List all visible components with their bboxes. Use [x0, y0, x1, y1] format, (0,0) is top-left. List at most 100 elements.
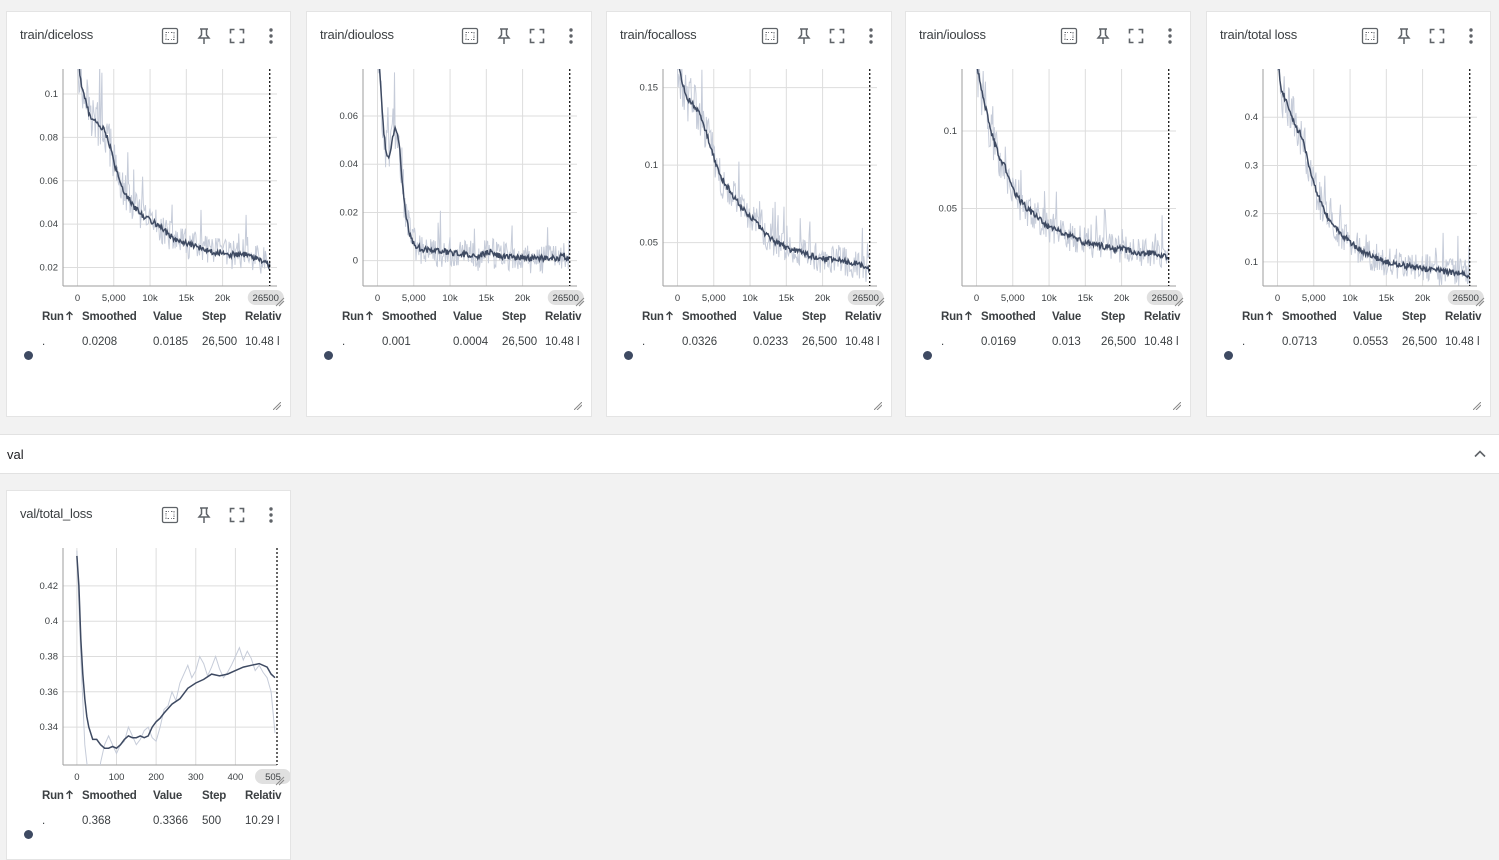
column-header-relative[interactable]: Relativ [245, 311, 282, 323]
line-chart[interactable]: 0.05 0.1 0 5,000 10k 15k 20k 26500 [906, 52, 1186, 312]
card-title: val/total_loss [20, 506, 93, 521]
column-header-smoothed[interactable]: Smoothed [82, 790, 137, 802]
fit-domain-icon[interactable] [1359, 25, 1381, 47]
run-color-dot[interactable] [923, 351, 932, 360]
chart-resize-handle-icon[interactable] [875, 297, 885, 307]
run-color-dot[interactable] [1224, 351, 1233, 360]
more-vert-icon[interactable] [860, 25, 882, 47]
column-header-run[interactable]: Run [342, 311, 364, 323]
column-header-value[interactable]: Value [153, 790, 183, 802]
scalar-card: train/diouloss 0 0.02 0.04 0.06 0 5,000 10k 15k 2… [306, 11, 592, 417]
fullscreen-icon[interactable] [526, 25, 548, 47]
column-header-smoothed[interactable]: Smoothed [82, 311, 137, 323]
more-vert-icon[interactable] [1460, 25, 1482, 47]
section-header-val[interactable]: val [0, 434, 1499, 474]
column-header-step[interactable]: Step [1402, 311, 1427, 323]
pin-icon[interactable] [193, 25, 215, 47]
x-tick-label: 10k [142, 293, 158, 304]
step-cursor-label: 26500 [853, 293, 879, 304]
column-header-relative[interactable]: Relativ [245, 790, 282, 802]
more-vert-icon[interactable] [1159, 25, 1181, 47]
column-header-run[interactable]: Run [642, 311, 664, 323]
run-color-dot[interactable] [24, 351, 33, 360]
pin-icon[interactable] [193, 504, 215, 526]
card-resize-handle-icon[interactable] [272, 397, 282, 411]
line-chart[interactable]: 0 0.02 0.04 0.06 0 5,000 10k 15k 20k 26500 [307, 52, 587, 312]
column-header-relative[interactable]: Relativ [845, 311, 882, 323]
line-chart[interactable]: 0.1 0.2 0.3 0.4 0 5,000 10k 15k 20k 26500 [1207, 52, 1487, 312]
column-header-value[interactable]: Value [1052, 311, 1082, 323]
pin-icon[interactable] [493, 25, 515, 47]
cell-relative: 10.29 l [245, 815, 280, 827]
step-cursor-badge [1447, 290, 1484, 305]
cell-step: 500 [202, 815, 222, 827]
column-header-step[interactable]: Step [802, 311, 827, 323]
fullscreen-icon[interactable] [1125, 25, 1147, 47]
pin-icon[interactable] [1393, 25, 1415, 47]
x-tick-label: 10k [1342, 293, 1358, 304]
column-header-step[interactable]: Step [202, 311, 227, 323]
chart-resize-handle-icon[interactable] [275, 776, 285, 786]
column-header-relative[interactable]: Relativ [1144, 311, 1181, 323]
column-header-value[interactable]: Value [753, 311, 783, 323]
run-color-dot[interactable] [624, 351, 633, 360]
column-header-smoothed[interactable]: Smoothed [1282, 311, 1337, 323]
column-header-smoothed[interactable]: Smoothed [981, 311, 1036, 323]
column-header-value[interactable]: Value [453, 311, 483, 323]
fullscreen-icon[interactable] [226, 25, 248, 47]
column-header-step[interactable]: Step [1101, 311, 1126, 323]
pin-icon[interactable] [1092, 25, 1114, 47]
cell-relative: 10.48 l [845, 336, 880, 348]
card-resize-handle-icon[interactable] [873, 397, 883, 411]
scalar-card: train/focalloss 0.05 0.1 0.15 0 5,000 10k 15k 20… [606, 11, 892, 417]
fit-domain-icon[interactable] [1058, 25, 1080, 47]
raw-series-line [377, 69, 571, 274]
line-chart[interactable]: 0.05 0.1 0.15 0 5,000 10k 15k 20k 26500 [607, 52, 887, 312]
y-tick-label: 0.05 [640, 238, 659, 249]
column-header-step[interactable]: Step [202, 790, 227, 802]
line-chart[interactable]: 0.02 0.04 0.06 0.08 0.1 0 5,000 10k 15k 20k 26500 [7, 52, 287, 312]
chevron-up-icon[interactable] [1471, 445, 1489, 463]
column-header-run[interactable]: Run [42, 311, 64, 323]
more-vert-icon[interactable] [260, 25, 282, 47]
fullscreen-icon[interactable] [226, 504, 248, 526]
cell-smoothed: 0.001 [382, 336, 411, 348]
column-header-value[interactable]: Value [1353, 311, 1383, 323]
fit-domain-icon[interactable] [159, 504, 181, 526]
fit-domain-icon[interactable] [159, 25, 181, 47]
chart-resize-handle-icon[interactable] [1475, 297, 1485, 307]
y-tick-label: 0.4 [1245, 112, 1258, 123]
chart-resize-handle-icon[interactable] [275, 297, 285, 307]
column-header-value[interactable]: Value [153, 311, 183, 323]
more-vert-icon[interactable] [260, 504, 282, 526]
x-tick-label: 10k [1041, 293, 1057, 304]
card-resize-handle-icon[interactable] [573, 397, 583, 411]
column-header-step[interactable]: Step [502, 311, 527, 323]
run-color-dot[interactable] [24, 830, 33, 839]
chart-resize-handle-icon[interactable] [575, 297, 585, 307]
x-tick-label: 15k [479, 293, 495, 304]
fit-domain-icon[interactable] [459, 25, 481, 47]
line-chart[interactable]: 0.34 0.36 0.38 0.4 0.42 0 100 200 300 400 505 [7, 531, 290, 791]
fullscreen-icon[interactable] [826, 25, 848, 47]
column-header-smoothed[interactable]: Smoothed [682, 311, 737, 323]
column-header-run[interactable]: Run [941, 311, 963, 323]
y-tick-label: 0.05 [939, 204, 958, 215]
x-tick-label: 300 [188, 772, 204, 783]
x-tick-label: 15k [179, 293, 195, 304]
column-header-relative[interactable]: Relativ [545, 311, 582, 323]
card-resize-handle-icon[interactable] [1172, 397, 1182, 411]
fit-domain-icon[interactable] [759, 25, 781, 47]
pin-icon[interactable] [793, 25, 815, 47]
fullscreen-icon[interactable] [1426, 25, 1448, 47]
y-tick-label: 0.02 [40, 263, 59, 274]
column-header-smoothed[interactable]: Smoothed [382, 311, 437, 323]
column-header-run[interactable]: Run [42, 790, 64, 802]
run-color-dot[interactable] [324, 351, 333, 360]
column-header-relative[interactable]: Relativ [1445, 311, 1482, 323]
column-header-run[interactable]: Run [1242, 311, 1264, 323]
cell-relative: 10.48 l [1445, 336, 1480, 348]
card-resize-handle-icon[interactable] [1472, 397, 1482, 411]
more-vert-icon[interactable] [560, 25, 582, 47]
chart-resize-handle-icon[interactable] [1174, 297, 1184, 307]
